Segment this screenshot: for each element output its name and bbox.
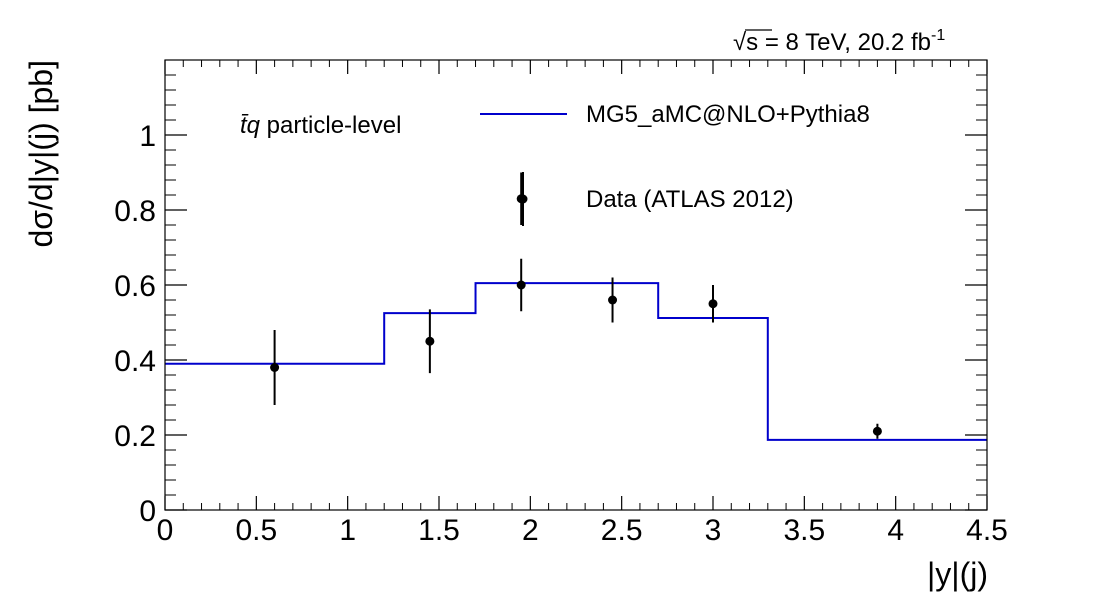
- data-point-marker: [608, 295, 618, 305]
- x-tick-label: 0.5: [235, 514, 277, 547]
- data-point: [425, 309, 435, 374]
- data-point-marker: [270, 363, 280, 372]
- data-point: [608, 277, 618, 323]
- x-tick-label: 1.5: [418, 514, 460, 547]
- data-point-marker: [872, 426, 882, 436]
- data-point: [708, 285, 718, 323]
- energy-label-superscript: -1: [931, 27, 945, 44]
- data-point-marker: [708, 299, 718, 309]
- x-tick-label: 4.5: [966, 514, 1008, 547]
- data-point-marker: [516, 280, 526, 290]
- process-label-prefix: t̄q: [240, 112, 261, 139]
- data-point: [872, 423, 882, 439]
- legend-point-marker: [518, 194, 528, 204]
- x-tick-label: 2.5: [601, 514, 643, 547]
- data-point-marker: [425, 336, 435, 346]
- y-tick-label: 0.4: [114, 345, 156, 378]
- process-label-suffix: particle-level: [260, 112, 401, 139]
- y-tick-label: 1: [139, 120, 156, 153]
- x-tick-label: 3: [705, 514, 722, 547]
- plot-frame: [164, 59, 988, 511]
- legend-entry-data: Data (ATLAS 2012): [586, 186, 794, 213]
- x-tick-label: 2: [522, 514, 539, 547]
- energy-label: √s = 8 TeV, 20.2 fb-1: [733, 27, 945, 56]
- x-tick-label: 1: [339, 514, 356, 547]
- data-point: [516, 258, 526, 312]
- y-tick-label: 0.2: [114, 420, 156, 453]
- x-tick-label: 0: [157, 514, 174, 547]
- data-point: [270, 330, 280, 405]
- legend-entry-mc: MG5_aMC@NLO+Pythia8: [586, 101, 870, 128]
- process-label: t̄q particle-level: [240, 112, 401, 139]
- y-tick-label: 0.8: [114, 195, 156, 228]
- y-axis-label: dσ/d|y|(j) [pb]: [23, 60, 59, 248]
- y-tick-label: 0.6: [114, 270, 156, 303]
- y-tick-label: 0: [139, 495, 156, 528]
- x-tick-label: 3.5: [783, 514, 825, 547]
- x-tick-label: 4: [887, 514, 904, 547]
- x-axis-label: |y|(j): [927, 556, 988, 592]
- mc-histogram-line: [165, 282, 987, 441]
